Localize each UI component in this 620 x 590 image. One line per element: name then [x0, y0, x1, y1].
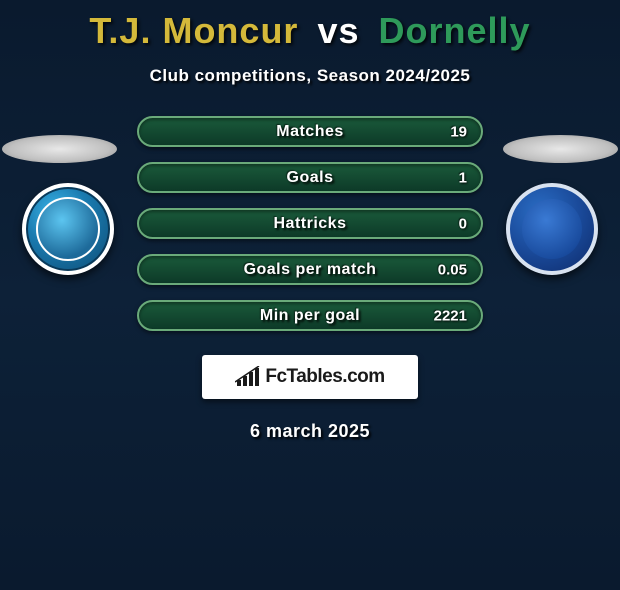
stat-label: Goals [139, 169, 481, 187]
stat-row-matches: Matches 19 [137, 116, 483, 147]
player2-club-crest [506, 183, 598, 275]
snapshot-date: 6 march 2025 [0, 421, 620, 442]
stat-right-value: 1 [459, 169, 467, 186]
stat-row-min-per-goal: Min per goal 2221 [137, 300, 483, 331]
branding-text: FcTables.com [265, 366, 384, 388]
stat-row-goals: Goals 1 [137, 162, 483, 193]
stat-label: Hattricks [139, 215, 481, 233]
player2-name: Dornelly [379, 10, 531, 51]
vs-text: vs [317, 10, 359, 51]
season-subtitle: Club competitions, Season 2024/2025 [0, 66, 620, 86]
stat-right-value: 0.05 [438, 261, 467, 278]
comparison-title: T.J. Moncur vs Dornelly [0, 10, 620, 52]
stat-right-value: 0 [459, 215, 467, 232]
stat-label: Min per goal [139, 307, 481, 325]
player1-platform [2, 135, 117, 163]
player1-club-crest [22, 183, 114, 275]
bar-chart-icon [235, 366, 261, 388]
branding-box[interactable]: FcTables.com [202, 355, 418, 399]
player1-name: T.J. Moncur [89, 10, 298, 51]
stat-row-hattricks: Hattricks 0 [137, 208, 483, 239]
stat-row-goals-per-match: Goals per match 0.05 [137, 254, 483, 285]
stat-label: Matches [139, 123, 481, 141]
stat-right-value: 2221 [434, 307, 467, 324]
stats-container: Matches 19 Goals 1 Hattricks 0 Goals per… [137, 116, 483, 331]
player2-platform [503, 135, 618, 163]
stat-right-value: 19 [450, 123, 467, 140]
stat-label: Goals per match [139, 261, 481, 279]
